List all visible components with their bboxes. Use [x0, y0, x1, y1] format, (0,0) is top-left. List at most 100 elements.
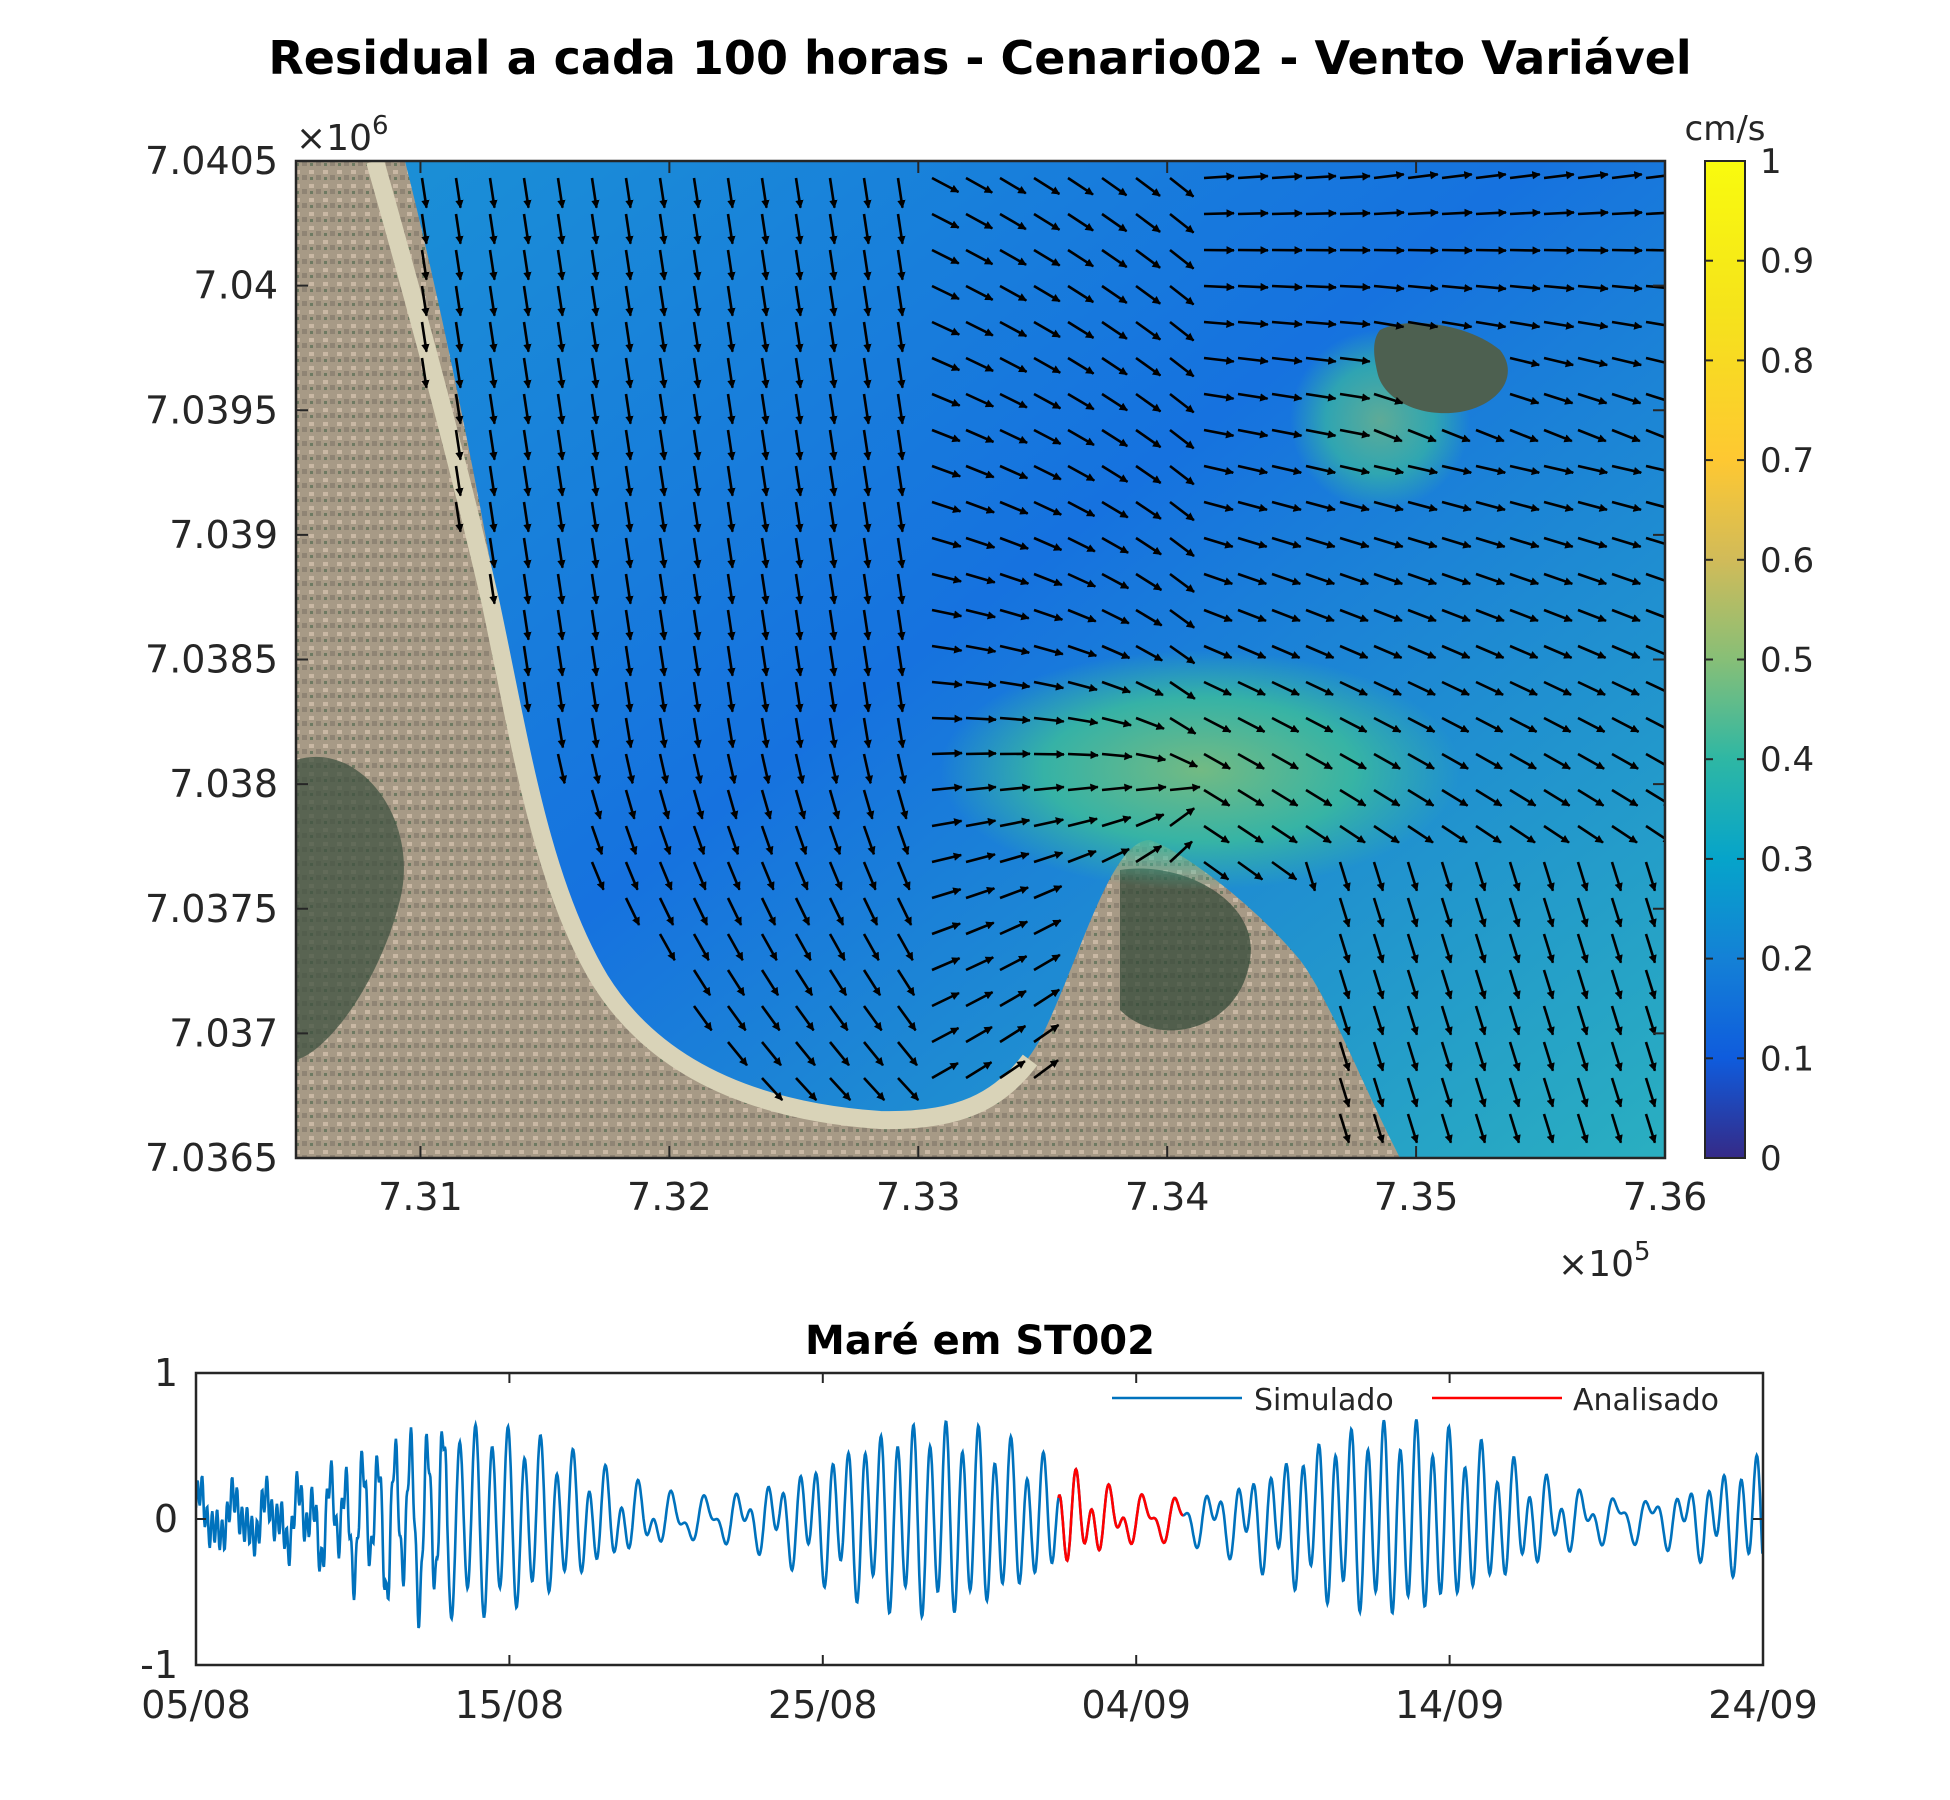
velocity-arrow [1271, 500, 1302, 512]
velocity-arrow [1237, 428, 1269, 439]
velocity-arrow [522, 609, 532, 641]
velocity-arrow [999, 176, 1027, 195]
velocity-arrow [965, 715, 997, 724]
velocity-arrow [624, 465, 634, 497]
velocity-arrow [760, 1041, 783, 1067]
velocity-arrow [896, 213, 906, 245]
island [1374, 322, 1508, 414]
velocity-arrow [1033, 464, 1062, 481]
velocity-arrow [1543, 788, 1571, 807]
velocity-arrow [760, 789, 773, 820]
velocity-arrow [1611, 824, 1638, 844]
velocity-arrow [692, 393, 702, 425]
velocity-arrow [1576, 1113, 1589, 1144]
velocity-arrow [828, 249, 838, 281]
velocity-arrow [1645, 608, 1665, 619]
x-tick-label: 7.36 [1623, 1175, 1708, 1219]
velocity-arrow [862, 789, 875, 820]
velocity-arrow [828, 645, 838, 677]
velocity-arrow [862, 213, 872, 245]
velocity-arrow [1101, 500, 1129, 519]
velocity-arrow [1033, 392, 1062, 410]
velocity-arrow [1440, 1077, 1453, 1108]
velocity-arrow [1203, 319, 1235, 329]
velocity-arrow [726, 321, 736, 353]
velocity-arrow [1339, 392, 1371, 402]
velocity-arrow [1509, 171, 1541, 180]
velocity-arrow [692, 1005, 713, 1032]
velocity-arrow [1305, 209, 1337, 218]
velocity-arrow [1338, 933, 1351, 964]
velocity-arrow [931, 248, 960, 265]
velocity-arrow [760, 825, 774, 856]
velocity-arrow [1101, 608, 1130, 625]
velocity-arrow [1542, 1005, 1555, 1036]
velocity-arrow [1169, 248, 1195, 270]
velocity-arrow [1169, 572, 1195, 593]
velocity-arrow [556, 177, 566, 209]
velocity-arrow [1067, 783, 1099, 792]
velocity-arrow [1611, 464, 1643, 476]
velocity-arrow [862, 393, 872, 425]
velocity-arrow [862, 429, 872, 461]
velocity-arrow [999, 464, 1029, 480]
velocity-arrow [1169, 392, 1195, 414]
velocity-arrow [862, 465, 872, 497]
velocity-arrow [1237, 680, 1266, 696]
velocity-arrow [794, 285, 804, 317]
velocity-arrow [1542, 969, 1555, 1000]
velocity-arrow [1169, 716, 1197, 735]
velocity-arrow [1372, 969, 1385, 1000]
velocity-arrow [624, 357, 634, 389]
velocity-arrow [454, 321, 464, 353]
velocity-arrow [420, 249, 430, 281]
velocity-arrow [1135, 284, 1161, 305]
velocity-arrow [862, 825, 876, 856]
velocity-arrow [1338, 969, 1351, 1000]
velocity-arrow [1101, 751, 1133, 761]
velocity-arrow [590, 861, 605, 891]
velocity-arrow [556, 573, 566, 605]
velocity-arrow [828, 321, 838, 353]
velocity-arrow [624, 825, 638, 856]
velocity-arrow [624, 429, 634, 461]
velocity-arrow [1543, 680, 1572, 696]
velocity-arrow [1169, 500, 1195, 522]
velocity-arrow [1475, 536, 1506, 549]
velocity-arrow [794, 789, 807, 820]
velocity-arrow [1169, 176, 1195, 198]
velocity-arrow [1645, 464, 1665, 472]
velocity-arrow [1509, 608, 1539, 623]
velocity-arrow [931, 991, 960, 1008]
velocity-arrow [1271, 824, 1298, 844]
velocity-arrow [1067, 536, 1096, 553]
velocity-arrow [1611, 680, 1640, 696]
velocity-arrow [1475, 500, 1506, 512]
velocity-arrow [1542, 933, 1555, 964]
velocity-arrow [1577, 500, 1608, 512]
velocity-arrow [828, 753, 840, 785]
velocity-arrow [1067, 849, 1097, 864]
velocity-arrow [828, 537, 838, 569]
colorbar-tick-label: 0.6 [1760, 541, 1814, 581]
velocity-arrow [1644, 969, 1657, 1000]
velocity-arrow [862, 1041, 885, 1067]
velocity-arrow [931, 887, 962, 900]
velocity-arrow [1610, 1077, 1623, 1108]
velocity-arrow [522, 285, 532, 317]
velocity-arrow [522, 465, 532, 497]
colorbar-tick-label: 0.3 [1760, 840, 1814, 880]
velocity-arrow [1644, 933, 1657, 964]
velocity-arrow [1339, 356, 1371, 365]
velocity-arrow [624, 753, 636, 785]
velocity-arrow [1203, 860, 1230, 881]
velocity-arrow [1305, 680, 1334, 696]
velocity-arrow [1509, 572, 1540, 586]
velocity-arrow [1203, 536, 1234, 549]
velocity-arrow [624, 537, 634, 569]
velocity-arrow [761, 1077, 784, 1101]
velocity-arrow [726, 825, 740, 856]
velocity-arrow [1101, 212, 1128, 233]
velocity-arrow [1542, 861, 1555, 892]
velocity-arrow [1543, 644, 1573, 659]
